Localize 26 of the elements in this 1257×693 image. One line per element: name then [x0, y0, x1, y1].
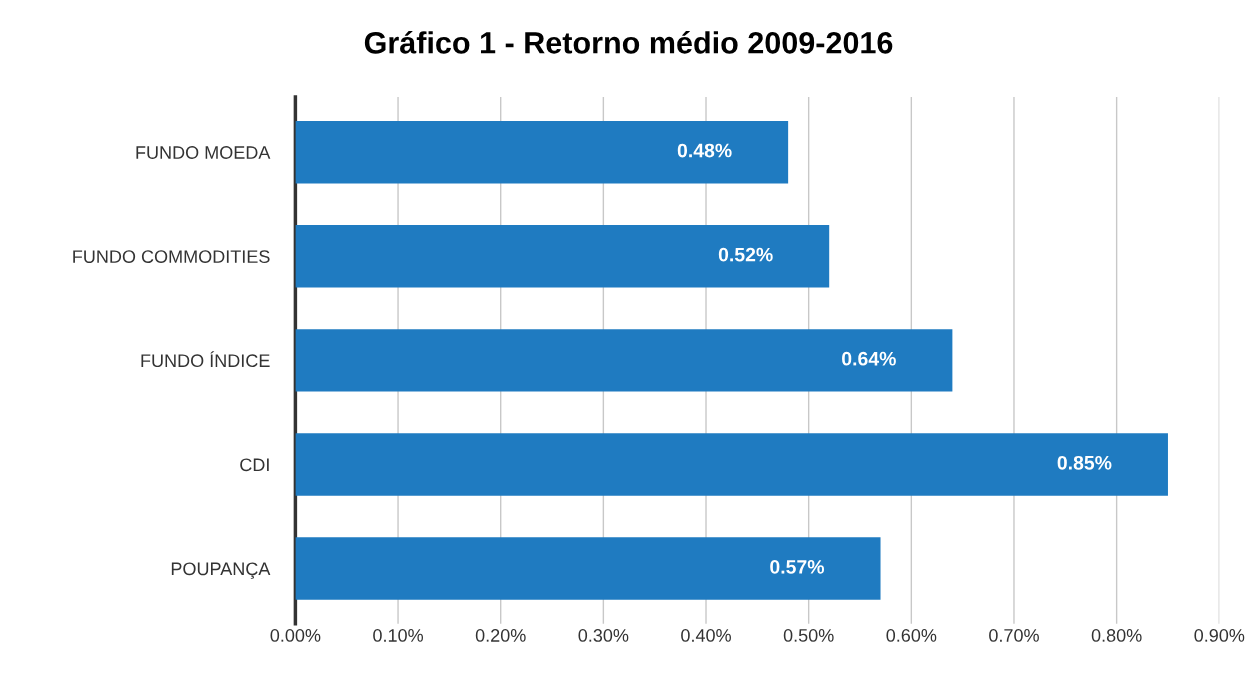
y-tick-label: FUNDO MOEDA [136, 146, 271, 159]
x-tick-label: 0.10% [373, 629, 424, 642]
x-tick-label: 0.40% [681, 629, 731, 642]
x-tick-label: 0.60% [886, 629, 937, 642]
x-tick-label: 0.90% [1194, 629, 1245, 642]
data-label: 0.48% [677, 143, 732, 158]
bar [295, 433, 1168, 496]
x-tick-label: 0.80% [1091, 629, 1142, 642]
chart-title: Gráfico 1 - Retorno médio 2009-2016 [364, 30, 893, 54]
x-tick-label: 0.00% [270, 629, 321, 642]
x-tick-label: 0.30% [578, 629, 629, 642]
bar [295, 120, 789, 184]
data-label: 0.85% [1057, 455, 1112, 470]
data-label: 0.52% [718, 247, 773, 262]
bar [295, 225, 830, 288]
x-tick-label: 0.50% [783, 629, 834, 642]
data-label: 0.64% [842, 351, 896, 366]
y-tick-label: FUNDO COMMODITIES [73, 250, 270, 263]
bar [295, 537, 881, 600]
y-tick-label: CDI [240, 458, 269, 472]
x-tick-label: 0.20% [475, 629, 526, 642]
y-tick-label: FUNDO ÍNDICE [141, 351, 270, 368]
y-tick-label: POUPANÇA [171, 562, 271, 579]
x-tick-label: 0.70% [989, 629, 1039, 642]
bar [295, 329, 953, 392]
data-label: 0.57% [770, 559, 825, 574]
